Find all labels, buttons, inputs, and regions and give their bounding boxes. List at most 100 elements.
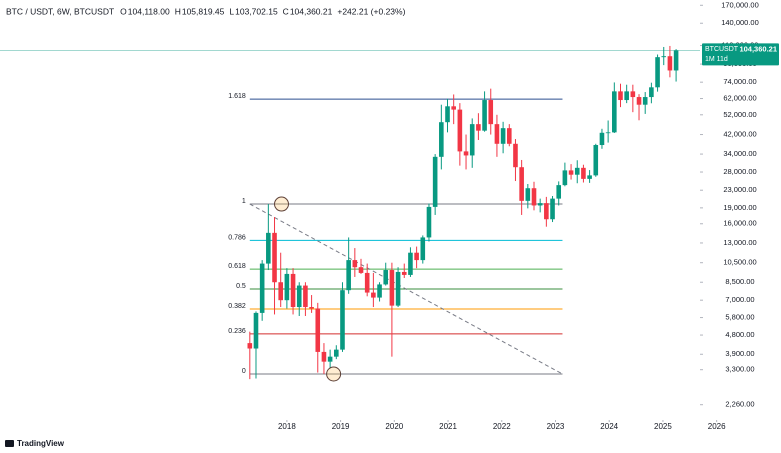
fib-level-label: 0.382	[228, 303, 246, 310]
x-tick-label: 2026	[708, 422, 726, 431]
candle-body	[364, 272, 370, 293]
fib-anchor	[274, 196, 290, 212]
brand-logo: TradingView	[5, 439, 65, 448]
candle-body	[593, 145, 599, 176]
fib-level-label: 0.786	[228, 234, 246, 241]
brand-name: TradingView	[17, 439, 65, 448]
x-tick-label: 2025	[654, 422, 672, 431]
ohlc-key: H	[175, 6, 181, 16]
candle-body	[581, 167, 586, 179]
candle-body	[445, 106, 450, 123]
ohlc-value: 104,360.21	[290, 6, 333, 16]
candle-body	[420, 237, 426, 261]
fib-level-label: 0.618	[228, 263, 246, 270]
y-tick-label: 7,000.00	[725, 295, 754, 304]
y-tick-label: 42,000.00	[723, 130, 756, 139]
candle-body	[642, 97, 648, 105]
ohlc-key: O	[120, 6, 127, 16]
y-tick-label: 23,000.00	[723, 185, 756, 194]
candle-body	[451, 106, 456, 110]
y-tick-label: 16,000.00	[723, 219, 756, 228]
candle-body	[506, 128, 512, 144]
candle-body	[408, 252, 413, 275]
x-tick-label: 2024	[600, 422, 618, 431]
candle-body	[389, 270, 395, 306]
y-tick-label: 10,500.00	[723, 258, 756, 267]
candle-body	[426, 206, 432, 238]
candle-body	[605, 132, 611, 134]
ohlc-key: L	[229, 6, 234, 16]
x-tick-label: 2021	[439, 422, 457, 431]
change: +242.21 (+0.23%)	[337, 6, 405, 16]
candle-body	[401, 271, 407, 275]
candle-body	[383, 270, 389, 285]
x-tick-label: 2023	[547, 422, 565, 431]
y-tick-label: 2,260.00	[725, 400, 754, 409]
fib-anchor	[326, 366, 342, 382]
candle-body	[432, 156, 438, 207]
candle-body	[469, 124, 475, 156]
y-tick-label: 8,500.00	[725, 277, 754, 286]
y-tick-label: 19,000.00	[723, 203, 756, 212]
y-tick-label: 5,800.00	[725, 313, 754, 322]
y-tick-label: 62,000.00	[723, 94, 756, 103]
candle-body	[327, 356, 333, 362]
fib-level-label: 1.618	[228, 93, 246, 100]
x-tick-label: 2019	[332, 422, 350, 431]
candle-body	[488, 100, 494, 125]
fib-trend-line	[249, 203, 563, 375]
y-tick-label: 170,000.00	[721, 0, 759, 9]
candle-body	[284, 273, 290, 301]
fib-level-label: 1	[242, 198, 246, 205]
candle-body	[457, 109, 463, 152]
x-tick-label: 2020	[385, 422, 403, 431]
candle-body	[550, 198, 555, 220]
last-price-box	[702, 43, 779, 66]
symbol: BTC / USDT, 6W, BTCUSDT	[6, 6, 114, 16]
ohlc-value: 105,819.45	[182, 6, 225, 16]
ohlc-key: C	[283, 6, 289, 16]
fib-level-label: 0.5	[236, 283, 246, 290]
candle-body	[439, 122, 444, 157]
candle-body	[612, 91, 617, 133]
candle-body	[358, 267, 364, 273]
candle-body	[500, 128, 506, 144]
candle-body	[667, 56, 673, 71]
logo-icon	[5, 440, 14, 447]
candle-body	[272, 232, 277, 283]
candle-body	[309, 307, 314, 309]
candle-body	[463, 151, 469, 156]
candle-body	[290, 273, 296, 308]
candle-body	[371, 292, 376, 298]
y-tick-label: 3,900.00	[725, 349, 754, 358]
candle-body	[266, 232, 271, 264]
candle-body	[661, 56, 667, 58]
candle-body	[618, 91, 623, 101]
candle-body	[334, 349, 339, 357]
candle-body	[303, 285, 308, 308]
candle-body	[568, 170, 574, 175]
candle-body	[253, 312, 259, 349]
candle-body	[346, 260, 351, 291]
y-tick-label: 52,000.00	[723, 110, 756, 119]
y-tick-label: 140,000.00	[721, 18, 759, 27]
candle-body	[673, 50, 679, 71]
candle-body	[574, 167, 580, 175]
candle-body	[636, 97, 642, 105]
candle-body	[395, 271, 401, 306]
candle-body	[352, 260, 358, 268]
candle-body	[519, 167, 524, 201]
ohlc-value: 103,702.15	[235, 6, 278, 16]
candle-body	[414, 252, 419, 261]
candle-body	[649, 87, 654, 98]
candle-body	[630, 91, 636, 98]
candle-body	[513, 143, 518, 168]
last-price-countdown: 1M 11d	[705, 56, 728, 63]
candle-body	[321, 351, 327, 362]
candle-body	[556, 185, 562, 199]
header: BTC / USDT, 6W, BTCUSDT O 104,118.00 H 105,…	[6, 6, 406, 16]
y-tick-label: 3,300.00	[725, 365, 754, 374]
